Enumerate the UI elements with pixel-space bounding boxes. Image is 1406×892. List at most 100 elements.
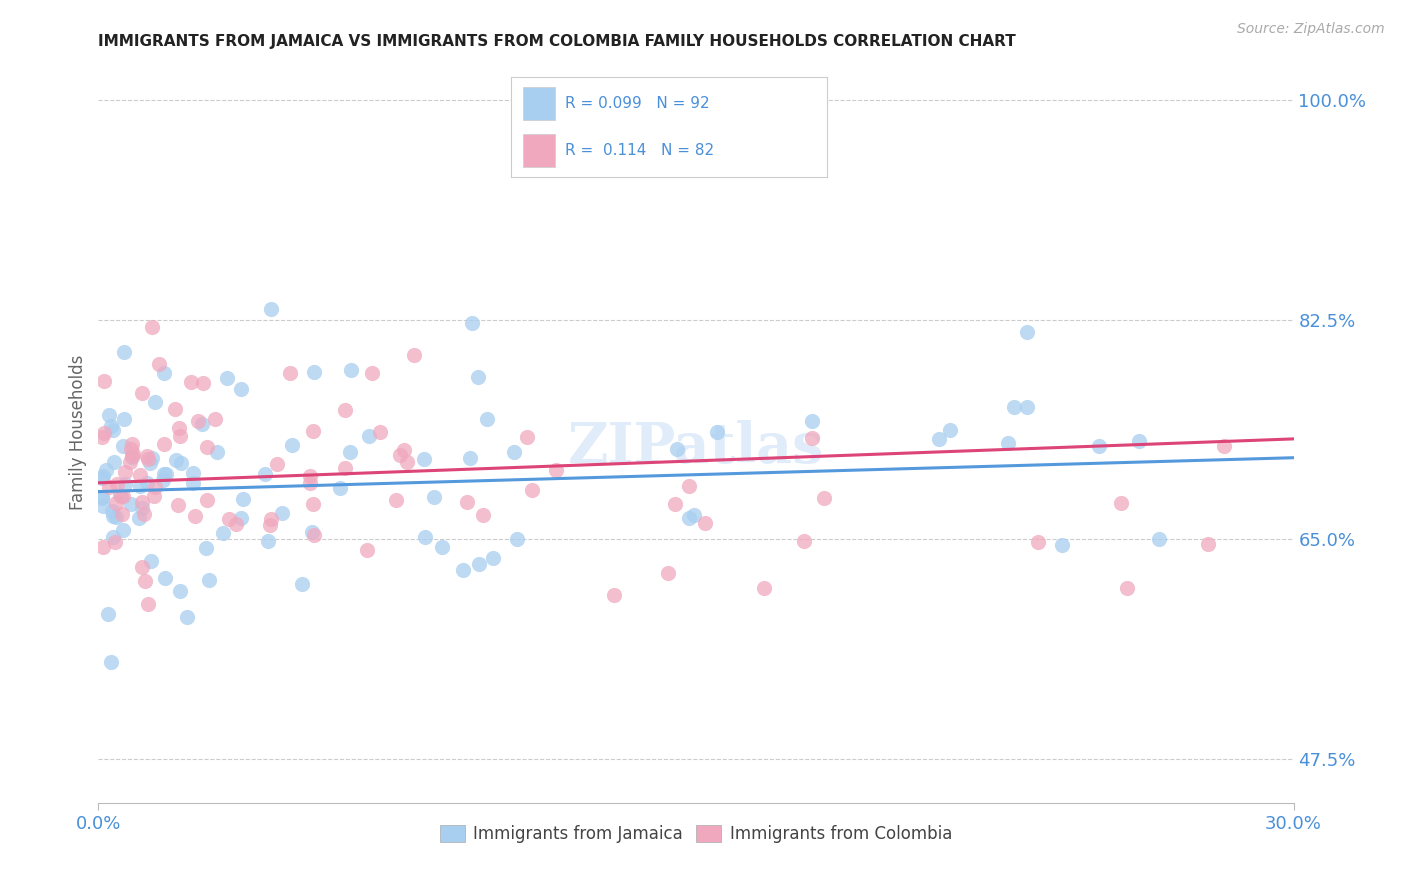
- Point: [225, 516, 247, 531]
- Point: [108, 488, 131, 502]
- Point: [458, 450, 481, 465]
- Point: [101, 504, 124, 518]
- Point: [793, 533, 815, 548]
- Point: [503, 445, 526, 459]
- Y-axis label: Family Households: Family Households: [69, 355, 87, 510]
- Point: [997, 436, 1019, 450]
- Point: [94, 463, 117, 477]
- Point: [136, 597, 159, 611]
- Point: [170, 456, 193, 470]
- Point: [467, 370, 489, 384]
- Point: [165, 401, 187, 416]
- Point: [413, 530, 436, 544]
- Point: [302, 528, 325, 542]
- Point: [516, 430, 538, 444]
- Point: [105, 476, 128, 491]
- Point: [260, 512, 283, 526]
- Point: [112, 523, 135, 537]
- Point: [475, 412, 498, 426]
- Point: [131, 495, 153, 509]
- Point: [114, 412, 136, 426]
- Point: [101, 423, 124, 437]
- Point: [603, 588, 626, 602]
- Point: [813, 491, 835, 506]
- Point: [231, 382, 253, 396]
- Point: [100, 418, 122, 433]
- Point: [169, 583, 191, 598]
- Point: [205, 444, 228, 458]
- Point: [141, 451, 163, 466]
- Point: [270, 506, 292, 520]
- Point: [167, 420, 190, 434]
- Point: [91, 491, 114, 506]
- Point: [143, 395, 166, 409]
- Point: [180, 375, 202, 389]
- Point: [259, 517, 281, 532]
- Point: [153, 366, 176, 380]
- Point: [678, 479, 700, 493]
- Point: [1128, 434, 1150, 448]
- Point: [253, 467, 276, 481]
- Point: [801, 413, 824, 427]
- Point: [329, 481, 352, 495]
- Point: [193, 376, 215, 390]
- Point: [195, 492, 218, 507]
- Point: [215, 371, 238, 385]
- Point: [218, 512, 240, 526]
- Point: [204, 411, 226, 425]
- Point: [333, 460, 356, 475]
- Point: [110, 507, 132, 521]
- Point: [357, 428, 380, 442]
- Point: [153, 437, 176, 451]
- Point: [666, 442, 689, 456]
- Point: [187, 414, 209, 428]
- Point: [1213, 439, 1236, 453]
- Point: [91, 430, 114, 444]
- Point: [1115, 582, 1137, 596]
- Point: [181, 467, 204, 481]
- Point: [135, 450, 157, 464]
- Point: [1026, 535, 1049, 549]
- Point: [155, 467, 177, 481]
- Point: [132, 508, 155, 522]
- Point: [683, 508, 706, 522]
- Point: [384, 492, 406, 507]
- Point: [1015, 400, 1038, 414]
- Point: [139, 456, 162, 470]
- Point: [361, 366, 384, 380]
- Point: [145, 480, 167, 494]
- Point: [281, 438, 304, 452]
- Point: [456, 495, 478, 509]
- Point: [141, 319, 163, 334]
- Point: [104, 496, 127, 510]
- Point: [388, 449, 411, 463]
- Point: [197, 573, 219, 587]
- Point: [392, 442, 415, 457]
- Point: [152, 474, 174, 488]
- Point: [136, 475, 159, 490]
- Point: [413, 452, 436, 467]
- Point: [91, 490, 114, 504]
- Point: [121, 450, 143, 464]
- Point: [136, 452, 159, 467]
- Point: [291, 577, 314, 591]
- Point: [754, 581, 776, 595]
- Point: [396, 455, 419, 469]
- Point: [678, 510, 700, 524]
- Point: [304, 365, 326, 379]
- Point: [114, 345, 136, 359]
- Point: [1002, 400, 1025, 414]
- Point: [153, 467, 176, 482]
- Point: [1109, 496, 1132, 510]
- Point: [142, 489, 165, 503]
- Point: [120, 442, 142, 456]
- Point: [301, 525, 323, 540]
- Point: [197, 440, 219, 454]
- Text: IMMIGRANTS FROM JAMAICA VS IMMIGRANTS FROM COLOMBIA FAMILY HOUSEHOLDS CORRELATIO: IMMIGRANTS FROM JAMAICA VS IMMIGRANTS FR…: [98, 34, 1017, 49]
- Point: [101, 531, 124, 545]
- Point: [118, 455, 141, 469]
- Point: [339, 445, 361, 459]
- Point: [471, 508, 494, 522]
- Point: [103, 454, 125, 468]
- Point: [298, 469, 321, 483]
